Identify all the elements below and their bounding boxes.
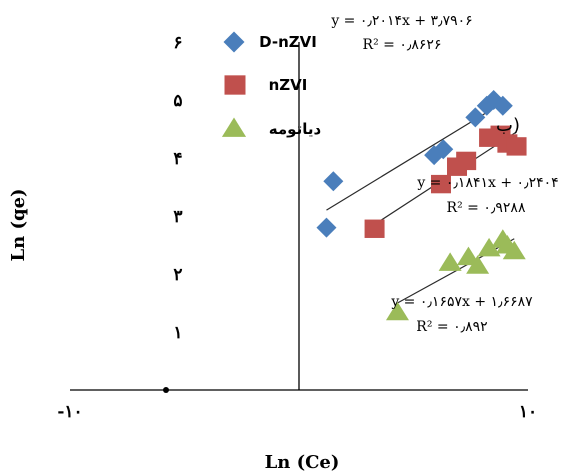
data-point-square <box>430 174 451 194</box>
data-point-triangle <box>466 255 490 274</box>
axis-dot <box>163 387 169 393</box>
legend-marker-square <box>224 75 246 95</box>
legend-marker-triangle <box>221 117 247 137</box>
data-point-triangle <box>477 237 501 257</box>
data-point-triangle <box>502 240 526 260</box>
data-point-triangle <box>456 246 480 266</box>
data-markers <box>316 90 527 321</box>
x-tick-label: -۱۰ <box>57 402 82 422</box>
y-tick-label: ۴ <box>173 149 182 169</box>
data-point-diamond <box>465 107 486 128</box>
y-tick-label: ۱ <box>173 323 182 343</box>
y-axis-title: Ln (qe) <box>8 188 29 261</box>
legend-label: nZVI <box>269 76 308 94</box>
data-point-diamond <box>316 217 337 238</box>
axes-group <box>70 42 528 393</box>
y-tick-label: ۶ <box>173 33 182 53</box>
panel-label: (ب <box>496 115 520 136</box>
data-point-square <box>456 151 477 171</box>
trendline-equation: y = ۰٫۲۰۱۴x + ۳٫۷۹۰۶ <box>330 13 472 29</box>
r-squared-label: R² = ۰٫۹۲۸۸ <box>447 200 526 216</box>
data-point-diamond <box>492 95 513 116</box>
data-point-square <box>506 137 527 156</box>
r-squared-label: R² = ۰٫۸۶۲۶ <box>363 37 442 53</box>
y-tick-label: ۵ <box>173 91 182 111</box>
y-tick-label: ۳ <box>173 207 182 227</box>
legend: D-nZVI nZVI دیاتومه <box>221 31 322 138</box>
trendline-equation: y = ۰٫۱۶۵۷x + ۱٫۶۶۸۷ <box>390 294 533 310</box>
legend-marker-diamond <box>223 31 245 53</box>
trendline-equation: y = ۰٫۱۸۴۱x + ۰٫۲۴۰۴ <box>416 175 558 191</box>
tick-labels: ۱ ۲ ۳ ۴ ۵ ۶ -۱۰ ۱۰ <box>57 33 537 422</box>
data-point-triangle <box>385 301 409 321</box>
data-point-diamond <box>323 171 344 192</box>
x-axis-title: Ln (Ce) <box>265 452 340 473</box>
data-point-triangle <box>438 252 462 271</box>
x-tick-label: ۱۰ <box>519 402 537 422</box>
r-squared-label: R² = ۰٫۸۹۲ <box>416 319 487 335</box>
legend-label: دیاتومه <box>269 120 322 138</box>
legend-label: D-nZVI <box>259 33 317 51</box>
data-point-diamond <box>433 139 454 160</box>
trendline-equations: y = ۰٫۲۰۱۴x + ۳٫۷۹۰۶ R² = ۰٫۸۶۲۶ y = ۰٫۱۸۴… <box>330 13 558 335</box>
data-point-square <box>364 219 385 238</box>
y-tick-label: ۲ <box>173 265 182 285</box>
